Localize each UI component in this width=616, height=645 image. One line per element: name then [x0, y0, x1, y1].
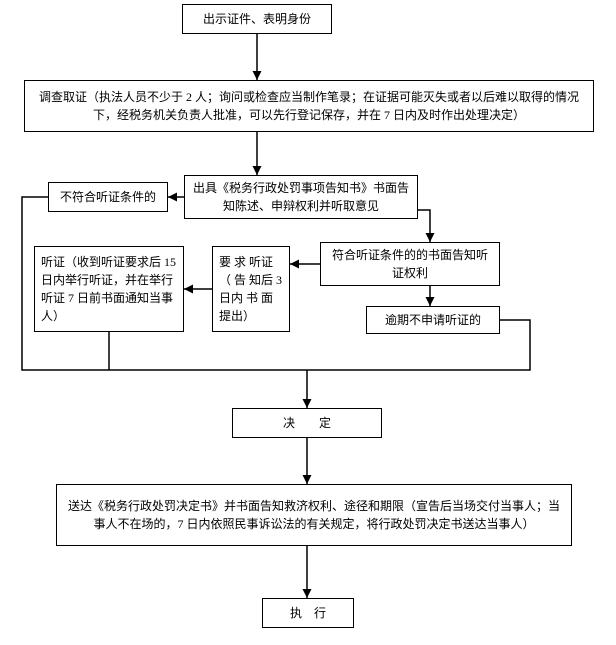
- node-n4c: 符合听证条件的的书面告知听证权利: [320, 242, 500, 286]
- node-n6: 送达《税务行政处罚决定书》并书面告知救济权利、途径和期限（宣告后当场交付当事人；…: [56, 484, 572, 546]
- node-n3: 出具《税务行政处罚事项告知书》书面告知陈述、申辩权利并听取意见: [184, 175, 418, 219]
- node-text: 逾期不申请听证的: [385, 311, 481, 329]
- node-n1: 出示证件、表明身份: [182, 4, 332, 34]
- node-text: 要 求 听证（ 告 知后 3 日内 书 面提出）: [219, 253, 283, 325]
- node-text: 决 定: [283, 414, 331, 432]
- node-text: 执 行: [290, 604, 326, 622]
- node-text: 出具《税务行政处罚事项告知书》书面告知陈述、申辩权利并听取意见: [191, 179, 411, 215]
- node-text: 听证（收到听证要求后 15 日内举行听证，并在举行听证 7 日前书面通知当事人）: [41, 253, 177, 325]
- node-text: 符合听证条件的的书面告知听证权利: [327, 246, 493, 282]
- node-n4b: 要 求 听证（ 告 知后 3 日内 书 面提出）: [212, 246, 290, 332]
- node-n5: 决 定: [232, 408, 382, 438]
- node-text: 调查取证（执法人员不少于 2 人；询问或检查应当制作笔录；在证据可能灭失或者以后…: [31, 88, 587, 124]
- node-text: 不符合听证条件的: [60, 188, 156, 206]
- node-text: 送达《税务行政处罚决定书》并书面告知救济权利、途径和期限（宣告后当场交付当事人；…: [63, 497, 565, 533]
- node-text: 出示证件、表明身份: [203, 10, 311, 28]
- node-n2: 调查取证（执法人员不少于 2 人；询问或检查应当制作笔录；在证据可能灭失或者以后…: [24, 80, 594, 132]
- node-n3b: 不符合听证条件的: [48, 182, 168, 212]
- node-n4a: 听证（收到听证要求后 15 日内举行听证，并在举行听证 7 日前书面通知当事人）: [34, 246, 184, 332]
- node-n7: 执 行: [262, 598, 354, 628]
- node-n4d: 逾期不申请听证的: [366, 306, 500, 334]
- flowchart-canvas: 出示证件、表明身份 调查取证（执法人员不少于 2 人；询问或检查应当制作笔录；在…: [0, 0, 616, 645]
